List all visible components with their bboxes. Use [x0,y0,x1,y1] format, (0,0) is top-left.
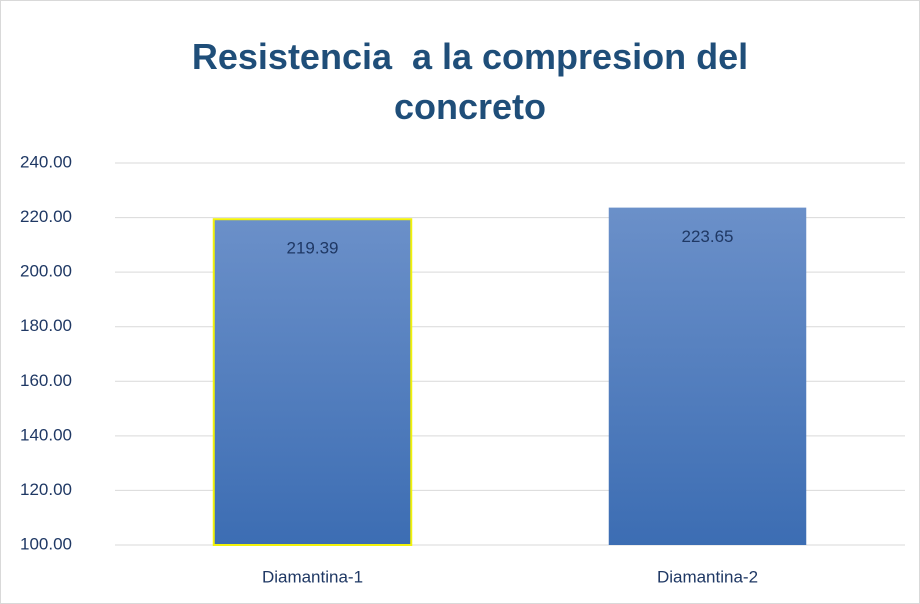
y-tick-label: 100.00 [20,534,72,553]
y-tick-label: 120.00 [20,480,72,499]
chart-title: Resistencia a la compresion del concreto [191,36,759,127]
bar [212,218,413,546]
y-tick-label: 180.00 [20,316,72,335]
x-tick-label: Diamantina-2 [657,567,758,586]
bar [608,207,807,546]
y-tick-label: 240.00 [20,152,72,171]
y-tick-label: 160.00 [20,371,72,390]
y-tick-label: 200.00 [20,262,72,281]
y-tick-label: 220.00 [20,207,72,226]
data-label: 219.39 [287,239,339,258]
y-tick-label: 140.00 [20,425,72,444]
x-tick-label: Diamantina-1 [262,567,363,586]
data-label: 223.65 [682,227,734,246]
